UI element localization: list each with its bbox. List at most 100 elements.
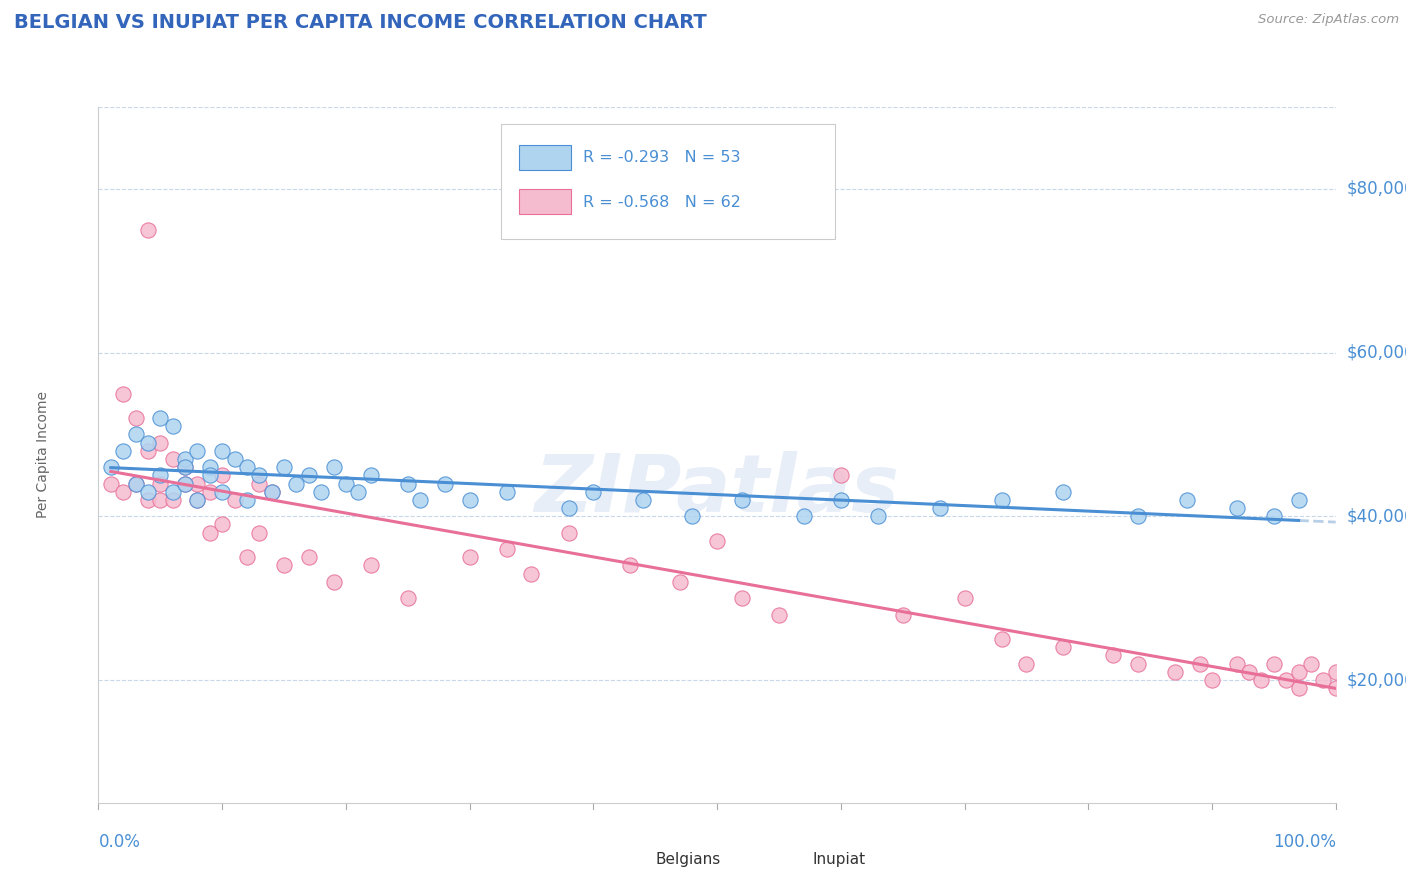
Text: $40,000: $40,000 [1347, 508, 1406, 525]
Point [1226, 501, 1249, 516]
Point [149, 435, 172, 450]
Point [1288, 665, 1310, 679]
Point [112, 484, 135, 499]
Point [149, 476, 172, 491]
Point [162, 484, 184, 499]
Point [198, 484, 221, 499]
Point [830, 468, 852, 483]
Point [347, 484, 370, 499]
Point [396, 476, 419, 491]
Text: 100.0%: 100.0% [1272, 833, 1336, 851]
Point [136, 443, 159, 458]
Point [211, 443, 233, 458]
Point [1102, 648, 1125, 663]
Point [520, 566, 543, 581]
Point [557, 501, 579, 516]
Point [793, 509, 815, 524]
Point [557, 525, 579, 540]
Point [136, 484, 159, 499]
Text: 0.0%: 0.0% [98, 833, 141, 851]
Point [1299, 657, 1322, 671]
Point [211, 517, 233, 532]
Point [669, 574, 692, 589]
Point [322, 460, 344, 475]
Point [112, 386, 135, 401]
Point [260, 484, 283, 499]
Text: $20,000: $20,000 [1347, 671, 1406, 689]
Text: R = -0.293   N = 53: R = -0.293 N = 53 [583, 150, 741, 165]
Point [186, 476, 208, 491]
Point [211, 468, 233, 483]
Point [990, 492, 1012, 507]
Point [100, 460, 122, 475]
FancyBboxPatch shape [770, 850, 807, 868]
Point [124, 427, 146, 442]
Point [174, 460, 197, 475]
Text: BELGIAN VS INUPIAT PER CAPITA INCOME CORRELATION CHART: BELGIAN VS INUPIAT PER CAPITA INCOME COR… [14, 13, 707, 32]
Point [236, 460, 259, 475]
Point [149, 468, 172, 483]
Point [681, 509, 703, 524]
Point [458, 550, 481, 565]
Point [1015, 657, 1038, 671]
Point [409, 492, 432, 507]
Point [322, 574, 344, 589]
Point [198, 460, 221, 475]
Point [298, 468, 321, 483]
Point [1201, 673, 1223, 687]
Point [1263, 509, 1285, 524]
Point [1188, 657, 1211, 671]
Point [495, 484, 517, 499]
Point [360, 558, 382, 573]
FancyBboxPatch shape [613, 850, 650, 868]
FancyBboxPatch shape [519, 189, 571, 214]
Point [1226, 657, 1249, 671]
Point [273, 558, 295, 573]
Point [124, 476, 146, 491]
Point [174, 460, 197, 475]
Point [335, 476, 357, 491]
Point [731, 492, 754, 507]
Text: Source: ZipAtlas.com: Source: ZipAtlas.com [1258, 13, 1399, 27]
Point [1288, 492, 1310, 507]
Point [1126, 509, 1149, 524]
Point [1052, 640, 1074, 655]
Point [112, 443, 135, 458]
Point [582, 484, 605, 499]
Point [309, 484, 332, 499]
Point [458, 492, 481, 507]
Point [891, 607, 914, 622]
Point [866, 509, 889, 524]
Point [1175, 492, 1198, 507]
Point [149, 411, 172, 425]
Point [211, 484, 233, 499]
Point [236, 492, 259, 507]
Point [236, 550, 259, 565]
Point [174, 476, 197, 491]
Point [1250, 673, 1272, 687]
Point [495, 542, 517, 557]
Point [1324, 681, 1347, 696]
Point [162, 419, 184, 434]
Point [124, 476, 146, 491]
Point [1288, 681, 1310, 696]
Point [631, 492, 654, 507]
Point [928, 501, 950, 516]
Point [285, 476, 308, 491]
Point [186, 443, 208, 458]
Point [1126, 657, 1149, 671]
Point [162, 452, 184, 467]
Point [990, 632, 1012, 646]
Point [149, 492, 172, 507]
Point [186, 492, 208, 507]
Point [100, 476, 122, 491]
Point [1164, 665, 1187, 679]
Point [174, 452, 197, 467]
Point [1312, 673, 1334, 687]
Point [247, 468, 270, 483]
Point [706, 533, 728, 548]
Point [273, 460, 295, 475]
Text: $80,000: $80,000 [1347, 180, 1406, 198]
Point [136, 492, 159, 507]
Point [124, 411, 146, 425]
